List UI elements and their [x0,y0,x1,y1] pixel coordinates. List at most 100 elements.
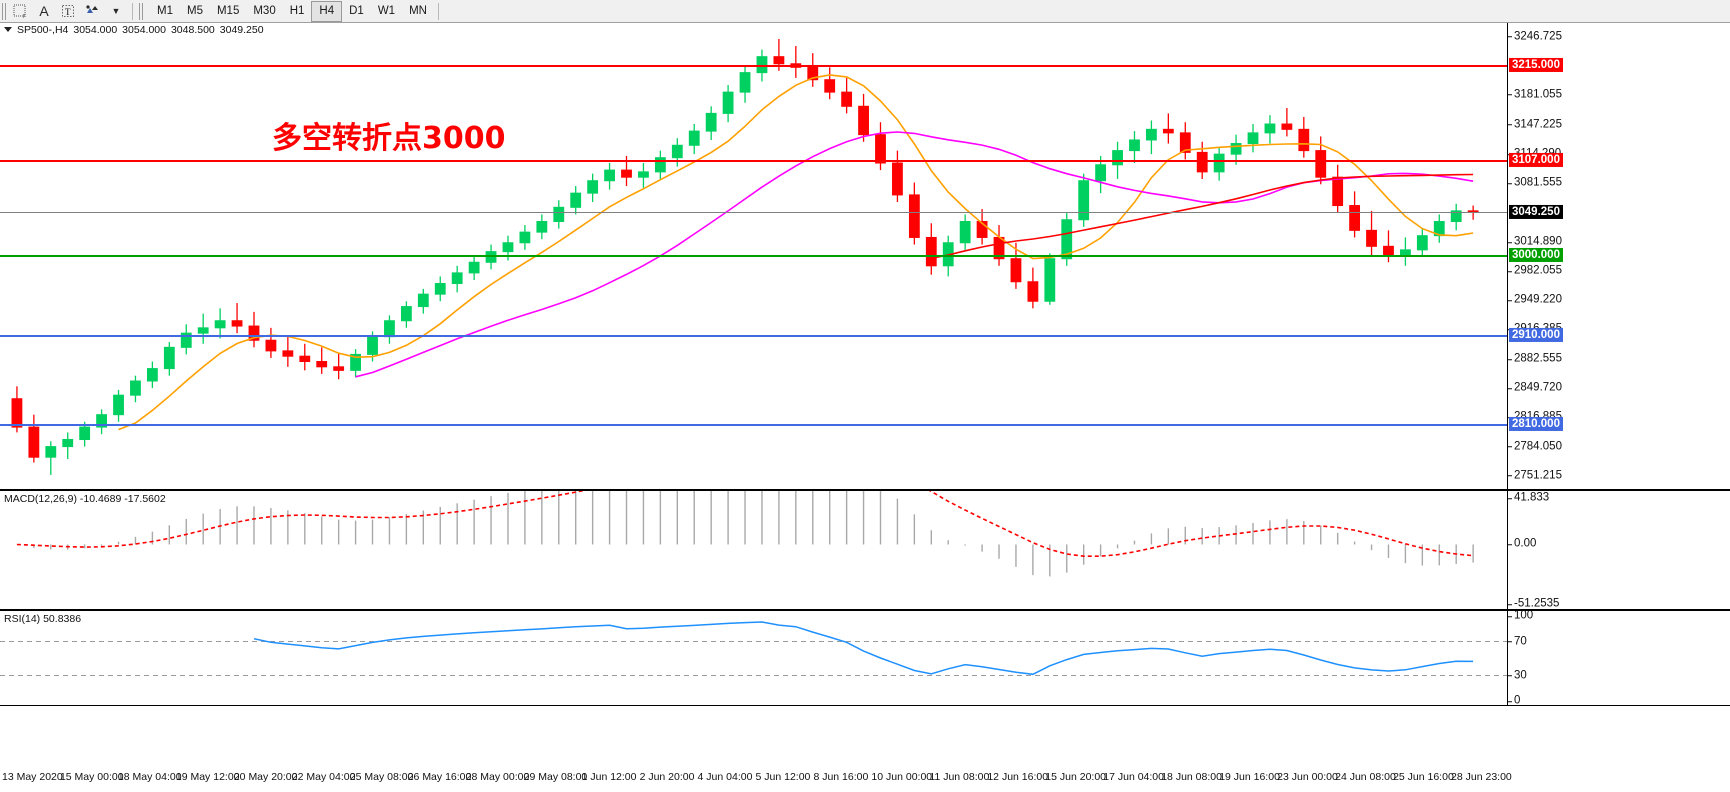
price-tick: 2849.720 [1508,381,1562,394]
time-label: 24 Jun 08:00 [1335,771,1396,783]
price-badge: 3049.250 [1509,204,1563,219]
symbol-low: 3048.500 [170,23,215,36]
timeframe-h1[interactable]: H1 [289,5,305,17]
level-line-support-2810[interactable] [0,423,1507,426]
dropdown-arrow-icon[interactable]: ▼ [111,6,121,16]
time-label: 20 May 20:00 [233,771,298,783]
time-label: 15 Jun 20:00 [1045,771,1107,783]
timeframe-grip[interactable] [139,2,145,20]
symbol-name: SP500-,H4 [17,23,69,36]
price-panel[interactable]: SP500-,H4 3054.000 3054.000 3048.500 304… [0,23,1730,490]
level-line-resistance-3215[interactable] [0,64,1507,67]
time-label: 4 Jun 04:00 [697,771,753,783]
collapse-caret-icon[interactable] [4,27,12,32]
timeframe-group: M1 M5 M15 M30 H1 H4 D1 W1 MN [150,0,434,22]
rsi-tick: 70 [1508,634,1527,647]
macd-tick: 41.833 [1507,491,1550,504]
time-label: 1 Jun 12:00 [581,771,637,783]
price-tick: 2784.050 [1508,439,1562,452]
macd-tick: -51.2535 [1507,597,1560,610]
rsi-svg [0,621,1507,676]
rsi-panel[interactable]: RSI(14) 50.8386 100 70 30 0 [0,610,1730,706]
toolbar: F A T ▼ M1 M5 M15 M30 H1 H4 D1 W1 MN [0,0,1730,23]
timeframe-m1[interactable]: M1 [157,5,173,17]
time-label: 5 Jun 12:00 [755,771,811,783]
rsi-tick: 30 [1508,668,1527,681]
time-label: 10 Jun 00:00 [871,771,933,783]
toolbar-divider-2 [437,2,439,20]
price-badge: 3215.000 [1509,57,1563,72]
rsi-tick: 0 [1507,694,1521,706]
time-label: 18 May 04:00 [117,771,182,783]
macd-plot-area[interactable] [0,491,1507,609]
price-plot-area[interactable] [0,23,1507,489]
price-badge: 2810.000 [1509,416,1563,431]
time-label: 25 Jun 16:00 [1393,771,1454,783]
time-label: 15 May 00:00 [59,771,124,783]
time-axis[interactable]: 13 May 2020 15 May 00:00 18 May 04:00 19 Ma… [0,769,1730,792]
price-tick: 3147.225 [1508,117,1562,130]
macd-tick: 0.00 [1507,537,1537,550]
price-tick: 2882.555 [1508,352,1562,365]
timeframe-m15[interactable]: M15 [216,5,240,17]
timeframe-w1[interactable]: W1 [377,5,396,17]
time-label: 26 May 16:00 [407,771,472,783]
time-label: 18 Jun 08:00 [1161,771,1222,783]
time-label: 13 May 2020 [2,771,63,783]
toolbar-grip[interactable] [2,2,8,20]
time-label: 28 Jun 23:00 [1451,771,1512,783]
timeframe-m5[interactable]: M5 [186,5,203,17]
price-badge: 2910.000 [1509,327,1563,342]
price-badge: 3107.000 [1509,153,1563,168]
svg-text:T: T [65,7,71,17]
macd-svg [16,491,1474,577]
price-tick: 3246.725 [1508,29,1562,42]
price-tick: 2751.215 [1508,468,1562,481]
price-axis[interactable]: 3246.7253181.0553147.2253114.2903081.555… [1507,23,1730,489]
level-line-resistance-3107[interactable] [0,160,1507,163]
level-line-pivot-3000[interactable] [0,255,1507,258]
time-label: 8 Jun 16:00 [813,771,869,783]
chart-container: SP500-,H4 3054.000 3054.000 3048.500 304… [0,23,1730,792]
time-label: 12 Jun 16:00 [987,771,1049,783]
time-label: 2 Jun 20:00 [639,771,695,783]
price-badge: 3000.000 [1509,248,1563,263]
price-tick: 3014.890 [1508,235,1562,248]
price-tick: 3081.555 [1508,176,1562,189]
objects-icon[interactable] [80,1,104,22]
symbol-close: 3049.250 [219,23,264,36]
time-label: 11 Jun 08:00 [929,771,990,783]
price-tick: 2949.220 [1508,293,1562,306]
level-line-support-2910[interactable] [0,334,1507,337]
timeframe-m30[interactable]: M30 [253,5,276,17]
timeframe-mn[interactable]: MN [409,5,427,17]
macd-axis[interactable]: 41.833 0.00 -51.2535 [1507,491,1730,609]
text-tool-icon[interactable]: A [39,3,49,19]
time-label: 22 May 04:00 [291,771,356,783]
time-label: 17 Jun 04:00 [1103,771,1164,783]
symbol-header: SP500-,H4 3054.000 3054.000 3048.500 304… [0,23,1730,36]
macd-panel[interactable]: MACD(12,26,9) -10.4689 -17.5602 41.833 0.… [0,490,1730,610]
rsi-axis[interactable]: 100 70 30 0 [1507,611,1730,705]
chart-annotation: 多空转折点3000 [272,121,506,156]
timeframe-h4[interactable]: H4 [311,0,343,22]
symbol-open: 3054.000 [73,23,118,36]
svg-text:F: F [23,14,26,19]
symbol-high: 3054.000 [122,23,166,36]
time-label: 29 May 08:00 [523,771,588,783]
macd-label: MACD(12,26,9) -10.4689 -17.5602 [4,493,166,505]
time-label: 19 May 12:00 [175,771,240,783]
toolbar-divider [132,2,133,20]
candlestick-svg [11,38,1479,475]
price-tick: 2982.055 [1508,264,1562,277]
timeframe-d1[interactable]: D1 [349,5,364,17]
time-label: 19 Jun 16:00 [1219,771,1280,783]
text-label-icon[interactable]: T [56,1,80,22]
level-line-current-price-3049[interactable] [0,211,1507,213]
crosshair-icon[interactable]: F [8,1,32,22]
rsi-plot-area[interactable] [0,611,1507,705]
rsi-label: RSI(14) 50.8386 [4,613,82,625]
rsi-tick: 100 [1507,610,1534,622]
time-label: 25 May 08:00 [349,771,414,783]
